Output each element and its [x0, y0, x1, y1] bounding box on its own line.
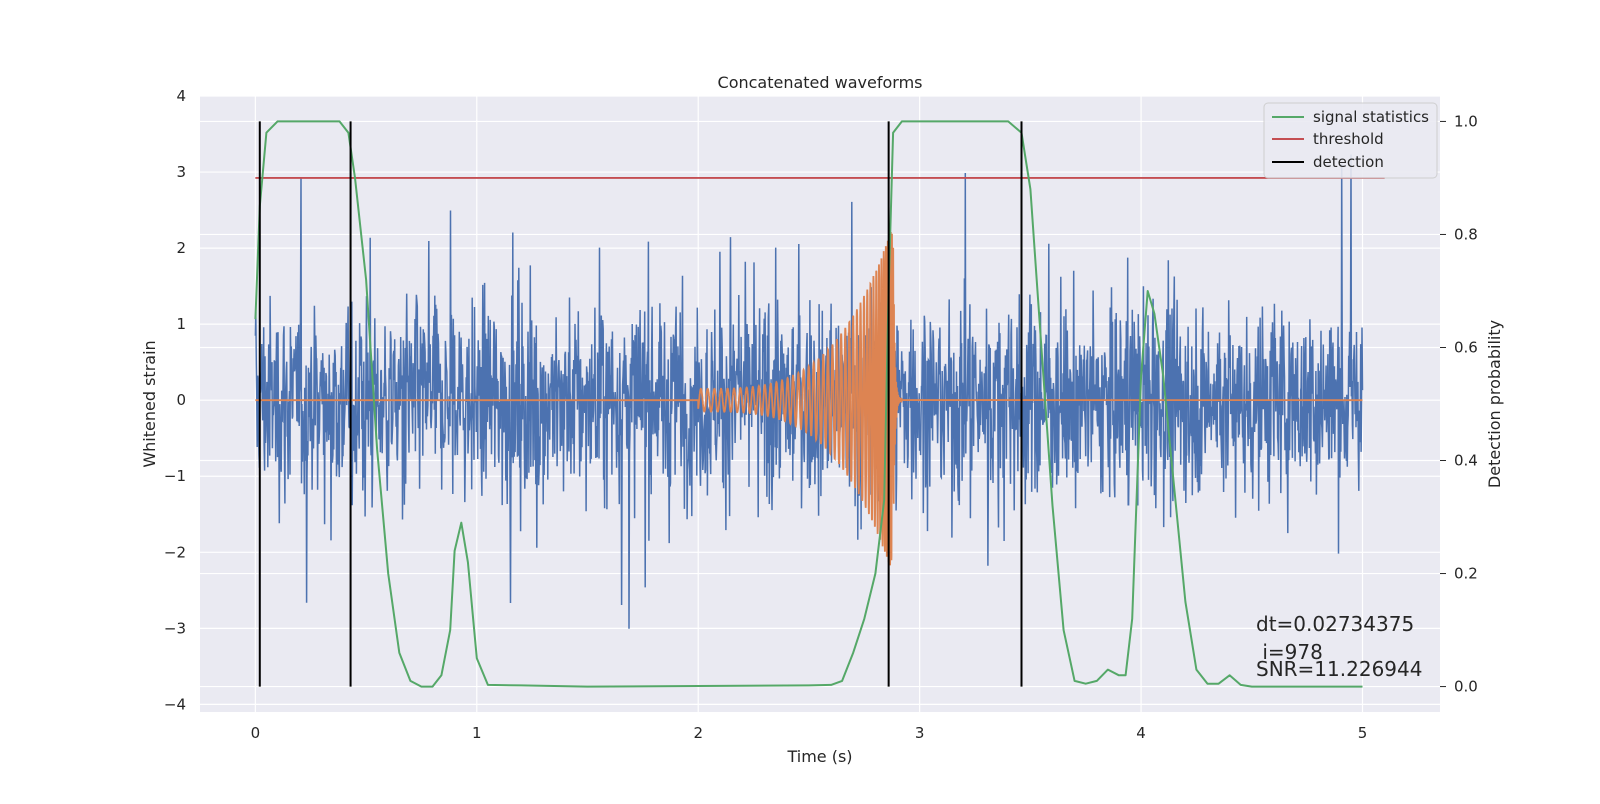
y-axis-ticks: −4 −3 −2 −1 0 1 2 3 4	[164, 87, 186, 713]
y-tick-label: 3	[176, 163, 186, 181]
detection-series	[258, 121, 1023, 687]
x-tick-label: 2	[693, 724, 703, 742]
y2-axis-label: Detection probability	[1485, 320, 1504, 488]
x-tick-label: 1	[472, 724, 482, 742]
x-tick-label: 3	[915, 724, 925, 742]
y2-tick-label: 0.2	[1454, 565, 1478, 583]
y2-tick-label: 0.6	[1454, 338, 1478, 356]
y2-axis-ticks: 0.0 0.2 0.4 0.6 0.8 1.0	[1440, 112, 1478, 696]
legend-label-detection: detection	[1313, 153, 1384, 171]
y-tick-label: 4	[176, 87, 186, 105]
y2-tick-label: 1.0	[1454, 112, 1478, 130]
y-tick-label: 1	[176, 315, 186, 333]
template-series	[255, 231, 1363, 566]
legend-box	[1263, 102, 1438, 179]
x-axis-label: Time (s)	[786, 747, 852, 766]
x-tick-label: 4	[1136, 724, 1146, 742]
legend-label-signal-statistics: signal statistics	[1313, 108, 1429, 126]
annotation-snr: SNR=11.226944	[1256, 657, 1422, 681]
y2-tick-label: 0.8	[1454, 225, 1478, 243]
y-tick-label: −1	[164, 467, 186, 485]
y-tick-label: −2	[164, 543, 186, 561]
annotation-i: i=978	[1256, 640, 1323, 664]
template-line	[255, 231, 1363, 566]
legend-label-threshold: threshold	[1313, 130, 1384, 148]
signal-statistics-line	[254, 120, 1363, 688]
annotation-dt: dt=0.02734375	[1256, 612, 1414, 636]
y2-tick-label: 0.0	[1454, 678, 1478, 696]
x-axis-ticks: 0 1 2 3 4 5	[251, 724, 1368, 742]
y2-tick-label: 0.4	[1454, 452, 1478, 470]
y-tick-label: 0	[176, 391, 186, 409]
y-axis-label: Whitened strain	[140, 340, 159, 467]
x-tick-label: 0	[251, 724, 261, 742]
y-tick-label: −3	[164, 619, 186, 637]
chart-title: Concatenated waveforms	[718, 73, 923, 92]
y-tick-label: 2	[176, 239, 186, 257]
y-tick-label: −4	[164, 695, 186, 713]
signal-statistics-series	[254, 120, 1363, 688]
legend: signal statistics threshold detection	[1263, 102, 1438, 179]
x-tick-label: 5	[1358, 724, 1368, 742]
